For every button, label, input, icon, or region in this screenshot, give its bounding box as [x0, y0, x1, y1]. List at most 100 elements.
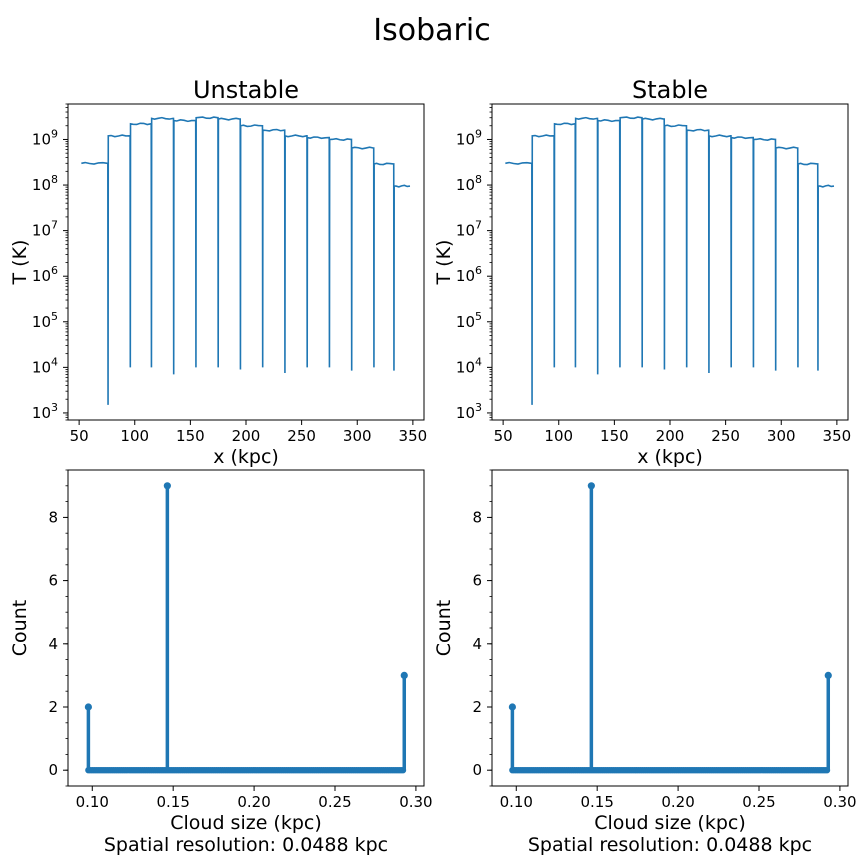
- y-axis-label: Count: [433, 600, 455, 656]
- y-tick-label: 104: [32, 355, 58, 376]
- y-tick-label: 103: [456, 401, 482, 422]
- x-axis-label: Cloud size (kpc): [170, 812, 322, 834]
- y-tick-exponent: 3: [475, 401, 482, 414]
- y-tick-label: 109: [456, 127, 482, 148]
- y-tick-base: 10: [456, 404, 475, 422]
- x-axis-label: x (kpc): [637, 446, 703, 468]
- temperature-series-line: [505, 116, 835, 405]
- y-tick-label: 8: [48, 508, 58, 526]
- y-tick-label: 104: [456, 355, 482, 376]
- x-tick-label: 200: [232, 427, 261, 445]
- x-tick-label: 100: [544, 427, 573, 445]
- y-tick-label: 4: [472, 635, 482, 653]
- x-tick-label: 300: [767, 427, 796, 445]
- x-axis-label: x (kpc): [213, 446, 279, 468]
- x-tick-label: 300: [343, 427, 372, 445]
- y-tick-exponent: 5: [475, 310, 482, 323]
- y-tick-base: 10: [32, 130, 51, 148]
- y-tick-exponent: 6: [475, 264, 482, 277]
- x-tick-label: 0.20: [661, 793, 694, 811]
- y-tick-label: 105: [456, 310, 482, 331]
- y-axis-label: T (K): [9, 240, 31, 286]
- plot-area: [505, 116, 835, 405]
- y-tick-base: 10: [456, 267, 475, 285]
- x-tick-label: 0.15: [580, 793, 613, 811]
- x-tick-label: 150: [176, 427, 205, 445]
- x-tick-label: 150: [600, 427, 629, 445]
- y-tick-base: 10: [32, 358, 51, 376]
- y-tick-exponent: 9: [475, 127, 482, 140]
- y-tick-exponent: 4: [475, 355, 482, 368]
- plot-area: [84, 482, 408, 774]
- x-tick-label: 0.25: [318, 793, 351, 811]
- y-tick-label: 0: [472, 761, 482, 779]
- figure-title: Isobaric: [373, 13, 490, 48]
- axes-frame: [491, 103, 849, 421]
- y-tick-label: 2: [472, 698, 482, 716]
- x-tick-label: 200: [656, 427, 685, 445]
- y-tick-base: 10: [32, 313, 51, 331]
- y-tick-base: 10: [456, 222, 475, 240]
- y-tick-base: 10: [456, 130, 475, 148]
- x-tick-label: 350: [823, 427, 852, 445]
- x-tick-label: 0.30: [399, 793, 432, 811]
- y-tick-base: 10: [456, 358, 475, 376]
- y-tick-exponent: 7: [51, 219, 58, 232]
- x-tick-label: 350: [399, 427, 428, 445]
- y-tick-base: 10: [32, 267, 51, 285]
- y-tick-base: 10: [456, 176, 475, 194]
- y-tick-label: 8: [472, 508, 482, 526]
- x-tick-label: 0.20: [237, 793, 270, 811]
- x-axis-label-secondary: Spatial resolution: 0.0488 kpc: [104, 834, 388, 856]
- x-tick-label: 50: [494, 427, 513, 445]
- axes-frame: [67, 469, 425, 787]
- stem-marker-2: [163, 482, 171, 490]
- y-tick-exponent: 8: [475, 173, 482, 186]
- y-tick-label: 4: [48, 635, 58, 653]
- chart-panel-4: 0.10 0.15 0.20 0.25 0.30 0 2 4 6 8 Cloud size (kpc…: [433, 469, 857, 856]
- y-axis-label: T (K): [433, 240, 455, 286]
- y-tick-label: 6: [472, 572, 482, 590]
- y-tick-base: 10: [32, 222, 51, 240]
- y-tick-label: 109: [32, 127, 58, 148]
- chart-panel-3: 0.10 0.15 0.20 0.25 0.30 0 2 4 6 8 Cloud size (kpc…: [9, 469, 433, 856]
- panel-title: Stable: [632, 76, 708, 104]
- x-tick-label: 0.10: [76, 793, 109, 811]
- stem-marker-1: [84, 703, 92, 711]
- stem-marker-2: [587, 482, 595, 490]
- y-tick-base: 10: [456, 313, 475, 331]
- y-tick-exponent: 8: [51, 173, 58, 186]
- y-tick-label: 0: [48, 761, 58, 779]
- axes-frame: [67, 103, 425, 421]
- plot-area: [81, 116, 411, 405]
- y-tick-label: 103: [32, 401, 58, 422]
- y-tick-base: 10: [32, 176, 51, 194]
- x-tick-label: 100: [120, 427, 149, 445]
- y-tick-label: 106: [32, 264, 58, 285]
- x-axis-label: Cloud size (kpc): [594, 812, 746, 834]
- stem-marker-3: [400, 671, 408, 680]
- panel-title: Unstable: [193, 76, 299, 104]
- x-tick-label: 0.15: [156, 793, 189, 811]
- y-tick-label: 108: [32, 173, 58, 194]
- x-tick-label: 250: [711, 427, 740, 445]
- x-tick-label: 0.25: [742, 793, 775, 811]
- chart-panel-2: 50 100 150 200 250 300 35010310410510610710810…: [433, 76, 851, 468]
- x-tick-label: 250: [287, 427, 316, 445]
- chart-panel-1: 50 100 150 200 250 300 35010310410510610710810…: [9, 76, 427, 468]
- y-tick-exponent: 6: [51, 264, 58, 277]
- x-tick-label: 0.10: [500, 793, 533, 811]
- y-tick-label: 107: [32, 219, 58, 240]
- y-tick-exponent: 4: [51, 355, 58, 368]
- axes-frame: [491, 469, 849, 787]
- y-axis-label: Count: [9, 600, 31, 656]
- y-tick-label: 107: [456, 219, 482, 240]
- y-tick-label: 106: [456, 264, 482, 285]
- temperature-series-line: [81, 116, 411, 405]
- y-tick-label: 6: [48, 572, 58, 590]
- y-tick-exponent: 7: [475, 219, 482, 232]
- x-tick-label: 50: [70, 427, 89, 445]
- x-tick-label: 0.30: [823, 793, 856, 811]
- stem-marker-3: [824, 671, 832, 680]
